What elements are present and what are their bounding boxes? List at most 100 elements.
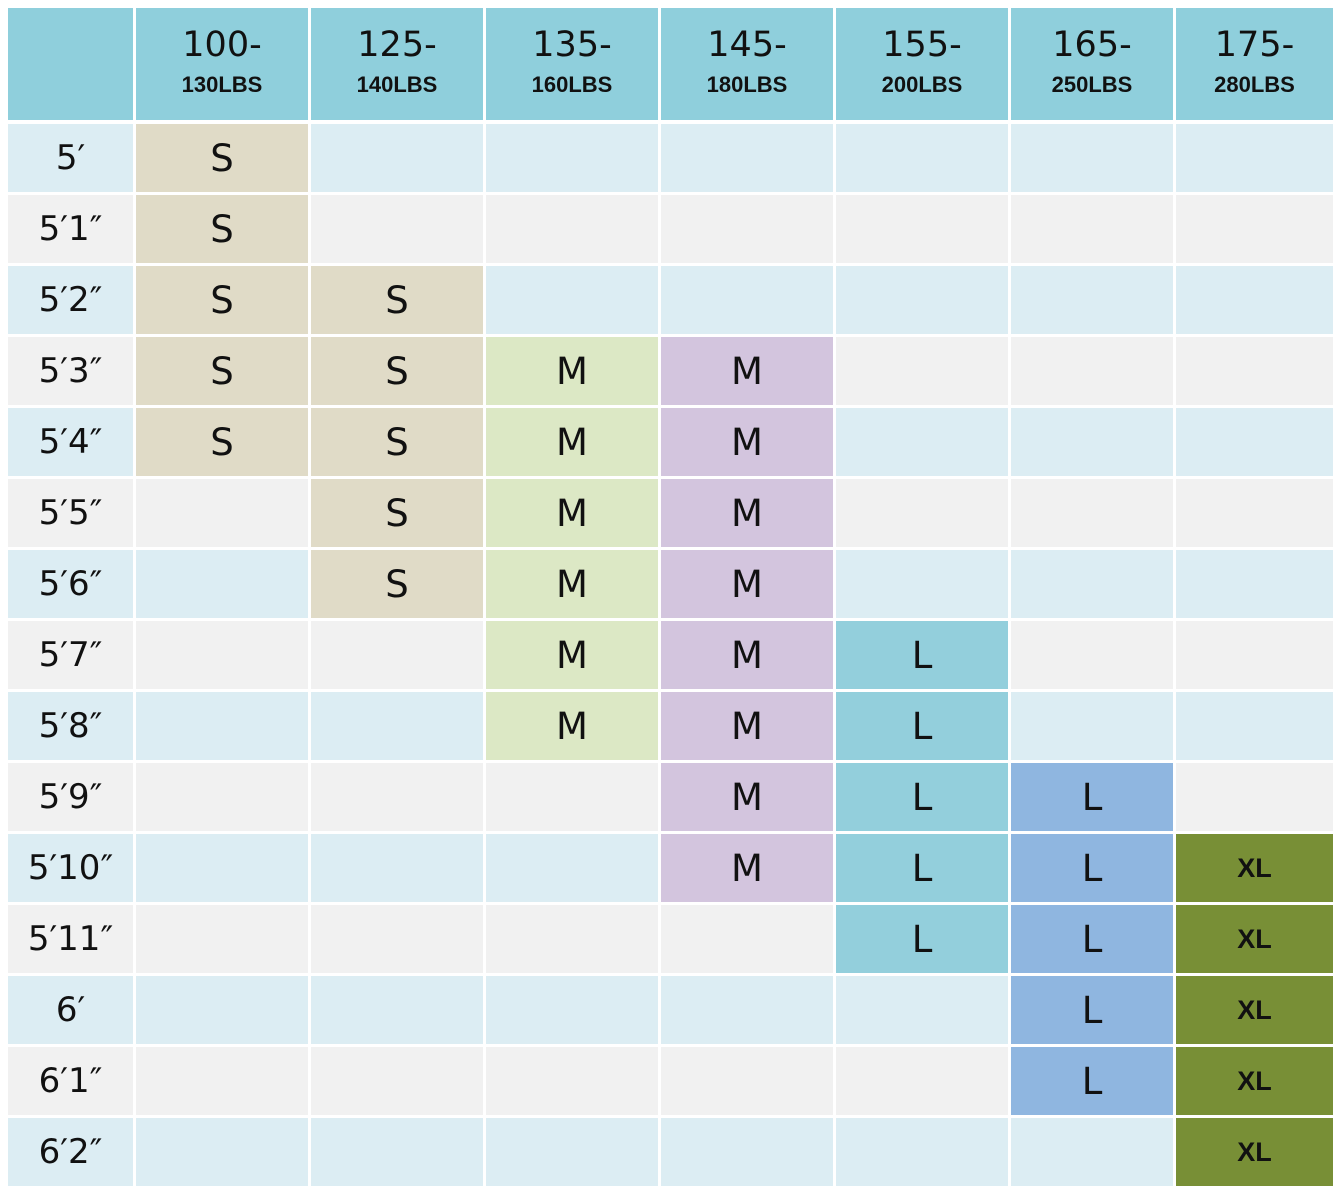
empty-cell	[311, 834, 483, 902]
size-cell: XL	[1176, 1047, 1333, 1115]
size-cell: M	[661, 621, 833, 689]
empty-cell	[136, 621, 308, 689]
row-height-label: 6′2″	[8, 1118, 133, 1186]
size-cell: S	[136, 337, 308, 405]
size-cell: S	[311, 337, 483, 405]
empty-cell	[836, 195, 1008, 263]
column-header-range-end: 130LBS	[181, 72, 263, 97]
empty-cell	[136, 1118, 308, 1186]
empty-cell	[311, 692, 483, 760]
row-height-label: 5′1″	[8, 195, 133, 263]
empty-cell	[1176, 195, 1333, 263]
empty-cell	[136, 479, 308, 547]
empty-cell	[136, 1047, 308, 1115]
size-cell: M	[486, 621, 658, 689]
row-height-label: 5′3″	[8, 337, 133, 405]
size-cell: XL	[1176, 834, 1333, 902]
size-cell: L	[1011, 763, 1173, 831]
size-cell: XL	[1176, 976, 1333, 1044]
empty-cell	[661, 266, 833, 334]
empty-cell	[311, 763, 483, 831]
column-header-range-start: 125-	[357, 25, 437, 65]
size-cell: L	[836, 834, 1008, 902]
column-header: 100- 130LBS	[136, 8, 308, 120]
row-height-label: 5′5″	[8, 479, 133, 547]
size-cell: L	[836, 621, 1008, 689]
row-height-label: 5′10″	[8, 834, 133, 902]
empty-cell	[311, 621, 483, 689]
empty-cell	[486, 976, 658, 1044]
row-height-label: 5′4″	[8, 408, 133, 476]
empty-cell	[486, 763, 658, 831]
empty-cell	[136, 976, 308, 1044]
empty-cell	[1176, 550, 1333, 618]
column-header-range-start: 145-	[707, 25, 787, 65]
empty-cell	[1011, 479, 1173, 547]
size-cell: S	[311, 266, 483, 334]
size-cell: M	[486, 337, 658, 405]
column-header: 125- 140LBS	[311, 8, 483, 120]
empty-cell	[836, 337, 1008, 405]
empty-cell	[661, 1047, 833, 1115]
size-cell: M	[661, 550, 833, 618]
column-header: 175- 280LBS	[1176, 8, 1333, 120]
size-cell: L	[836, 905, 1008, 973]
size-cell: S	[311, 408, 483, 476]
column-header-range-end: 140LBS	[356, 72, 438, 97]
size-cell: M	[661, 834, 833, 902]
column-header-range-start: 135-	[532, 25, 612, 65]
empty-cell	[1011, 621, 1173, 689]
empty-cell	[311, 195, 483, 263]
empty-cell	[1176, 124, 1333, 192]
empty-cell	[136, 550, 308, 618]
size-cell: S	[136, 124, 308, 192]
column-header-range-start: 175-	[1214, 25, 1295, 65]
empty-cell	[836, 124, 1008, 192]
empty-cell	[1176, 479, 1333, 547]
empty-cell	[311, 1047, 483, 1115]
row-height-label: 5′11″	[8, 905, 133, 973]
row-height-label: 6′1″	[8, 1047, 133, 1115]
empty-cell	[1011, 337, 1173, 405]
size-cell: S	[311, 479, 483, 547]
empty-cell	[1176, 337, 1333, 405]
empty-cell	[836, 550, 1008, 618]
size-cell: XL	[1176, 1118, 1333, 1186]
row-height-label: 5′6″	[8, 550, 133, 618]
empty-cell	[661, 124, 833, 192]
column-header-range-start: 155-	[882, 25, 962, 65]
column-header: 155- 200LBS	[836, 8, 1008, 120]
column-header-range-start: 100-	[182, 25, 262, 65]
column-header: 135- 160LBS	[486, 8, 658, 120]
empty-cell	[311, 905, 483, 973]
column-header-range-end: 160LBS	[531, 72, 613, 97]
size-cell: M	[661, 479, 833, 547]
column-header-range-start: 165-	[1052, 25, 1132, 65]
empty-cell	[486, 195, 658, 263]
size-cell: S	[311, 550, 483, 618]
empty-cell	[136, 905, 308, 973]
size-cell: M	[661, 763, 833, 831]
empty-cell	[1011, 692, 1173, 760]
row-height-label: 5′2″	[8, 266, 133, 334]
size-cell: M	[486, 692, 658, 760]
empty-cell	[486, 834, 658, 902]
size-cell: M	[486, 408, 658, 476]
empty-cell	[1176, 692, 1333, 760]
row-height-label: 5′	[8, 124, 133, 192]
empty-cell	[1176, 266, 1333, 334]
empty-cell	[486, 124, 658, 192]
size-cell: M	[486, 550, 658, 618]
empty-cell	[486, 1047, 658, 1115]
empty-cell	[1011, 408, 1173, 476]
size-cell: L	[1011, 905, 1173, 973]
size-cell: XL	[1176, 905, 1333, 973]
empty-cell	[486, 266, 658, 334]
empty-cell	[661, 976, 833, 1044]
empty-cell	[1011, 1118, 1173, 1186]
empty-cell	[836, 266, 1008, 334]
row-height-label: 5′7″	[8, 621, 133, 689]
empty-cell	[136, 692, 308, 760]
size-cell: M	[486, 479, 658, 547]
